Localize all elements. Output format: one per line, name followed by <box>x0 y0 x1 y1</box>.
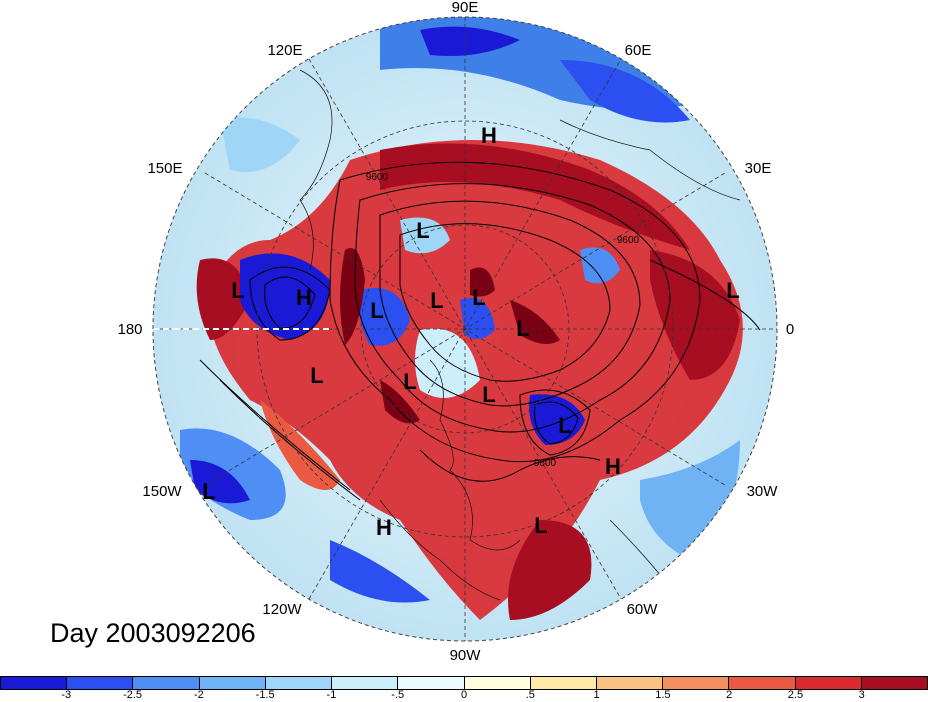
lon-label-90w: 90W <box>450 647 482 664</box>
lon-label-120w: 120W <box>262 601 302 618</box>
colorbar-swatch <box>596 677 664 689</box>
lon-label-150w: 150W <box>142 483 182 500</box>
contour-label: 9600 <box>617 235 640 246</box>
colorbar-tick-label: -1 <box>326 689 337 701</box>
colorbar-tick-label: .5 <box>525 689 535 701</box>
colorbar-swatch <box>663 677 730 689</box>
map-boundary <box>152 16 778 642</box>
lon-label-30e: 30E <box>745 160 772 177</box>
pressure-center-low: L <box>370 298 383 323</box>
pressure-center-low: L <box>202 479 215 504</box>
polar-map: 90E 60E 30E 0 30W 60W 90W 120W 150W 180 … <box>117 0 794 664</box>
colorbar-swatch <box>199 677 266 689</box>
colorbar-swatch <box>398 677 465 689</box>
colorbar-swatch <box>1 677 68 689</box>
date-title: Day 2003092206 <box>50 618 256 648</box>
colorbar-swatch <box>729 677 796 689</box>
colorbar-tick-label: 1 <box>593 689 600 701</box>
pressure-center-low: L <box>472 285 485 310</box>
lon-label-150e: 150E <box>147 160 182 177</box>
colorbar-swatch <box>265 677 333 689</box>
lon-label-120e: 120E <box>267 42 302 59</box>
lon-label-60e: 60E <box>625 42 652 59</box>
pressure-center-high: H <box>296 285 312 310</box>
colorbar-swatch <box>332 677 399 689</box>
colorbar-tick-label: 2 <box>726 689 733 701</box>
pressure-center-low: L <box>231 278 244 303</box>
lon-label-180: 180 <box>117 321 142 338</box>
pressure-center-high: H <box>376 515 392 540</box>
lon-label-90e: 90E <box>452 0 479 16</box>
pressure-center-low: L <box>310 363 323 388</box>
colorbar-tick-labels: -3 -2.5 -2 -1.5 -1 -.5 0 .5 1 1.5 2 2.5 3 <box>0 689 928 702</box>
graticule <box>153 17 777 641</box>
pressure-center-low: L <box>516 316 529 341</box>
lon-label-60w: 60W <box>627 601 659 618</box>
pressure-center-low: L <box>403 369 416 394</box>
pressure-center-low: L <box>416 218 429 243</box>
colorbar-tick-label: 3 <box>858 689 865 701</box>
colorbar <box>0 676 928 690</box>
colorbar-tick-label: 0 <box>460 689 468 701</box>
colorbar-swatch <box>464 677 531 689</box>
pressure-center-low: L <box>726 278 739 303</box>
colorbar-swatch <box>133 677 200 689</box>
colorbar-swatch <box>67 677 134 689</box>
colorbar-swatch <box>795 677 862 689</box>
pressure-center-low: L <box>482 382 495 407</box>
colorbar-swatch <box>861 677 928 689</box>
lon-label-30w: 30W <box>747 483 779 500</box>
pressure-center-low: L <box>534 513 547 538</box>
pressure-center-high: H <box>605 454 621 479</box>
colorbar-tick-label: -3 <box>61 689 72 701</box>
lon-label-0: 0 <box>786 321 794 338</box>
colorbar-tick-label: -.5 <box>391 689 405 701</box>
colorbar-swatch <box>530 677 597 689</box>
pressure-center-high: H <box>481 123 497 148</box>
contour-label: 9600 <box>534 458 557 469</box>
pressure-center-low: L <box>430 288 443 313</box>
colorbar-tick-label: -2 <box>193 689 204 701</box>
colorbar-tick-label: 1.5 <box>655 689 671 701</box>
colorbar-tick-label: 2.5 <box>787 689 804 701</box>
colorbar-tick-label: -2.5 <box>123 689 143 701</box>
contour-label: 9600 <box>366 172 389 183</box>
colorbar-tick-label: -1.5 <box>255 689 275 701</box>
height-contours <box>199 161 761 501</box>
pressure-center-low: L <box>558 413 571 438</box>
